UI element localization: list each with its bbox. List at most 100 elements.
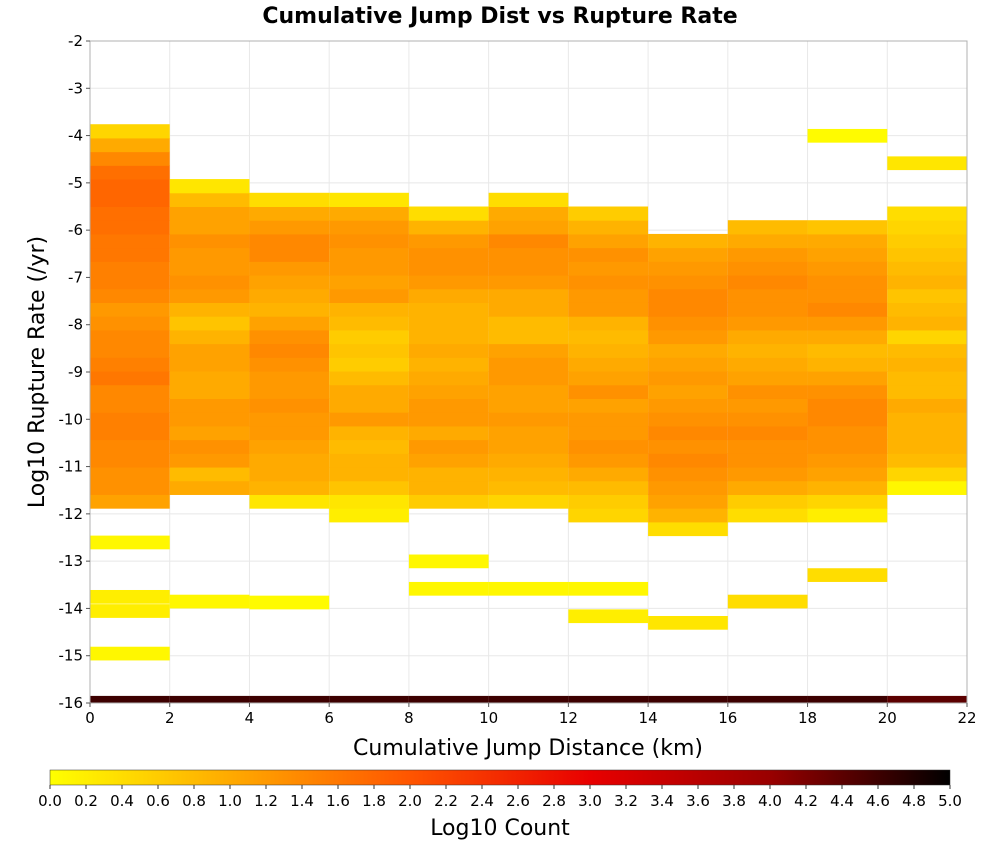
heatmap-cell xyxy=(249,247,330,262)
heatmap-cell xyxy=(727,494,808,509)
heatmap-cell xyxy=(807,453,888,468)
heatmap-cell xyxy=(249,343,330,358)
heatmap-cell xyxy=(169,439,250,454)
colorbar-tick-label: 2.4 xyxy=(470,792,494,810)
heatmap-cell xyxy=(488,233,569,249)
heatmap-cell xyxy=(807,568,888,582)
heatmap-cell xyxy=(727,302,808,317)
heatmap-cell xyxy=(648,425,728,441)
heatmap-cell xyxy=(408,412,489,427)
heatmap-cell xyxy=(329,371,409,386)
heatmap-cell xyxy=(329,316,409,331)
heatmap-cell xyxy=(408,357,489,372)
heatmap-cell xyxy=(169,247,250,262)
heatmap-cell xyxy=(807,412,888,427)
heatmap-cell xyxy=(408,261,489,276)
heatmap-cell xyxy=(249,329,330,345)
heatmap-cell xyxy=(727,453,808,468)
heatmap-cell xyxy=(169,594,250,609)
heatmap-cell xyxy=(169,480,250,495)
y-tick-label: -12 xyxy=(59,505,84,523)
heatmap-cell xyxy=(887,425,967,441)
heatmap-cell xyxy=(568,220,649,235)
heatmap-cell xyxy=(807,220,888,235)
heatmap-cell xyxy=(807,316,888,331)
heatmap-cell xyxy=(488,275,569,290)
heatmap-cell xyxy=(329,343,409,358)
heatmap-cell xyxy=(568,357,649,372)
heatmap-cell xyxy=(488,695,569,703)
heatmap-cell xyxy=(887,467,967,482)
heatmap-cell xyxy=(648,233,728,249)
heatmap-cell xyxy=(169,179,250,194)
heatmap-cell xyxy=(648,288,728,303)
heatmap-cell xyxy=(727,247,808,262)
heatmap-cell xyxy=(90,329,170,345)
heatmap-cell xyxy=(887,261,967,276)
heatmap-cell xyxy=(329,412,409,427)
heatmap-cell xyxy=(887,275,967,290)
heatmap-cell xyxy=(488,316,569,331)
heatmap-cell xyxy=(169,220,250,235)
heatmap-cell xyxy=(329,480,409,495)
heatmap-cell xyxy=(887,220,967,235)
x-tick-label: 20 xyxy=(878,709,897,727)
heatmap-cell xyxy=(568,695,649,703)
heatmap-cell xyxy=(408,275,489,290)
colorbar-tick-label: 2.0 xyxy=(398,792,422,810)
heatmap-cell xyxy=(727,316,808,331)
colorbar-tick-label: 0.2 xyxy=(74,792,98,810)
colorbar-tick-label: 1.2 xyxy=(254,792,278,810)
x-tick-label: 22 xyxy=(957,709,976,727)
heatmap-cell xyxy=(727,508,808,523)
heatmap-cell xyxy=(648,302,728,317)
heatmap-cell xyxy=(408,480,489,495)
heatmap-cell xyxy=(648,494,728,509)
heatmap-cell xyxy=(568,371,649,386)
heatmap-cell xyxy=(408,425,489,441)
heatmap-cell xyxy=(249,357,330,372)
heatmap-cell xyxy=(727,425,808,441)
heatmap-cell xyxy=(488,192,569,207)
heatmap-cell xyxy=(329,261,409,276)
heatmap-cell xyxy=(648,371,728,386)
y-tick-label: -3 xyxy=(68,79,83,97)
heatmap-cell xyxy=(169,233,250,249)
heatmap-cell xyxy=(249,302,330,317)
heatmap-cell xyxy=(408,247,489,262)
heatmap-cell xyxy=(90,316,170,331)
heatmap-cell xyxy=(90,165,170,180)
heatmap-cell xyxy=(807,302,888,317)
heatmap-cell xyxy=(90,275,170,290)
heatmap-cell xyxy=(887,247,967,262)
heatmap-cell xyxy=(329,467,409,482)
heatmap-cell xyxy=(169,316,250,331)
heatmap-cell xyxy=(169,371,250,386)
x-tick-label: 10 xyxy=(479,709,498,727)
colorbar-tick-label: 4.2 xyxy=(794,792,818,810)
heatmap-cell xyxy=(807,384,888,399)
x-tick-label: 12 xyxy=(559,709,578,727)
heatmap-cell xyxy=(887,316,967,331)
heatmap-cell xyxy=(90,137,170,153)
heatmap-cell xyxy=(249,275,330,290)
heatmap-cell xyxy=(807,128,888,143)
heatmap-cell xyxy=(90,233,170,249)
heatmap-cell xyxy=(169,329,250,345)
heatmap-cell xyxy=(488,302,569,317)
heatmap-cell xyxy=(568,453,649,468)
heatmap-cell xyxy=(90,398,170,413)
heatmap-cell xyxy=(727,275,808,290)
y-tick-label: -9 xyxy=(68,363,83,381)
heatmap-cell xyxy=(648,439,728,454)
y-tick-label: -15 xyxy=(59,647,84,665)
heatmap-cell xyxy=(488,329,569,345)
x-tick-label: 4 xyxy=(245,709,255,727)
x-tick-label: 2 xyxy=(165,709,175,727)
colorbar-tick-label: 3.4 xyxy=(650,792,674,810)
heatmap-cell xyxy=(727,412,808,427)
colorbar-tick-label: 4.8 xyxy=(902,792,926,810)
heatmap-cell xyxy=(568,343,649,358)
heatmap-cell xyxy=(807,329,888,345)
y-tick-label: -2 xyxy=(68,32,83,50)
